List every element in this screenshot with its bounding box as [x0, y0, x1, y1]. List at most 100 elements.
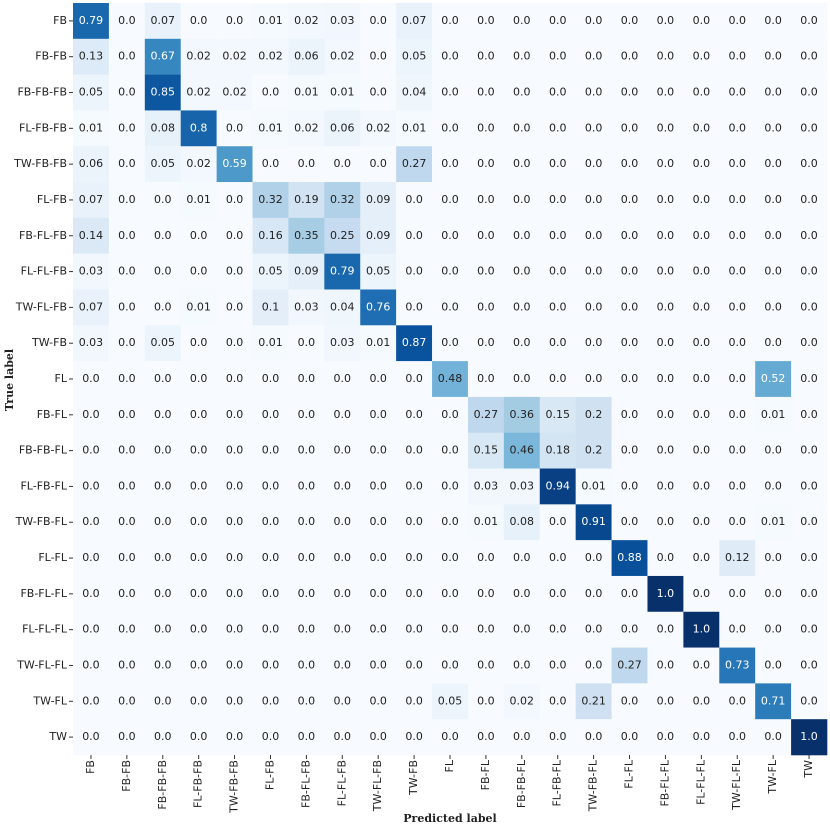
- cell-label: 0.0: [334, 157, 352, 170]
- cell: [539, 719, 576, 756]
- cell: [611, 468, 648, 505]
- cell: [539, 217, 576, 254]
- cell-label: 0.0: [657, 372, 675, 385]
- cell-label: 0.0: [728, 265, 746, 278]
- cell: [216, 146, 253, 183]
- cell: [755, 432, 792, 469]
- cell: [503, 74, 541, 111]
- cell-label: 0.0: [693, 14, 711, 27]
- cell-label: 0.36: [510, 408, 535, 421]
- cell-label: 0.0: [262, 86, 280, 99]
- cell: [288, 504, 325, 541]
- cell-label: 0.0: [513, 300, 531, 313]
- cell: [73, 325, 110, 362]
- cell-label: 0.0: [621, 623, 639, 636]
- cell-label: 0.0: [441, 658, 459, 671]
- cell: [719, 611, 756, 648]
- cell: [575, 361, 612, 398]
- cell: [755, 253, 792, 290]
- cell: [108, 575, 146, 613]
- x-tick-label: FB: [84, 760, 97, 774]
- cell: [108, 647, 146, 684]
- cell-label: 0.0: [441, 336, 459, 349]
- x-tick-label: TW-FL-FL: [730, 759, 743, 811]
- cell-label: 0.0: [298, 336, 316, 349]
- cell: [180, 396, 217, 434]
- cell-label: 0.0: [369, 408, 387, 421]
- cell: [324, 217, 361, 254]
- x-tick-label: FB-FB-FL: [515, 759, 528, 808]
- cell-label: 0.0: [800, 694, 818, 707]
- cell: [180, 146, 217, 183]
- cell-label: 0.0: [369, 551, 387, 564]
- cell-label: 0.0: [764, 86, 782, 99]
- cell: [575, 74, 612, 111]
- cell: [108, 38, 146, 75]
- cell: [252, 504, 289, 541]
- cell-label: 0.0: [226, 658, 244, 671]
- cell: [73, 647, 110, 684]
- cell-label: 0.0: [513, 372, 531, 385]
- cell-label: 0.0: [369, 86, 387, 99]
- cell-label: 0.0: [549, 193, 567, 206]
- cell: [396, 253, 433, 290]
- cell: [396, 396, 433, 434]
- cell-label: 0.0: [764, 121, 782, 134]
- cell-label: 0.0: [585, 14, 603, 27]
- cell-label: 0.0: [118, 658, 136, 671]
- cell: [216, 540, 253, 577]
- cell: [396, 647, 433, 684]
- cell: [252, 182, 289, 219]
- cell: [575, 396, 612, 434]
- cell: [683, 325, 720, 362]
- cell-label: 0.0: [657, 515, 675, 528]
- cell-label: 0.0: [226, 14, 244, 27]
- cell: [755, 647, 792, 684]
- cell: [108, 110, 146, 147]
- cell-label: 0.0: [477, 265, 495, 278]
- cell-label: 0.0: [728, 50, 746, 63]
- cell-label: 0.0: [82, 623, 100, 636]
- cell-label: 0.0: [657, 730, 675, 743]
- cell-label: 0.0: [118, 623, 136, 636]
- cell-label: 0.0: [657, 336, 675, 349]
- cell: [73, 182, 110, 219]
- cell: [467, 540, 505, 577]
- cell-label: 0.0: [154, 300, 172, 313]
- cell-label: 0.0: [549, 157, 567, 170]
- cell: [432, 575, 469, 613]
- cell: [73, 217, 110, 254]
- cell: [216, 683, 253, 720]
- cell: [467, 611, 505, 648]
- cell-label: 0.18: [545, 444, 570, 457]
- cell-label: 0.0: [621, 50, 639, 63]
- cell: [432, 719, 469, 756]
- cell: [611, 182, 648, 219]
- cell-label: 0.0: [621, 479, 639, 492]
- cell: [719, 540, 756, 577]
- cell: [360, 468, 397, 505]
- cell: [683, 253, 720, 290]
- cell: [647, 289, 684, 326]
- cell: [252, 253, 289, 290]
- cell-label: 0.05: [402, 50, 427, 63]
- cell-label: 0.02: [186, 157, 211, 170]
- cell-label: 0.0: [369, 515, 387, 528]
- cell-label: 0.0: [405, 408, 423, 421]
- cell-label: 0.0: [118, 14, 136, 27]
- cell: [503, 575, 541, 613]
- cell-label: 0.0: [477, 587, 495, 600]
- cell: [288, 110, 325, 147]
- cell-label: 0.0: [369, 479, 387, 492]
- cell-label: 0.0: [693, 157, 711, 170]
- cell: [144, 540, 182, 577]
- cell: [611, 540, 648, 577]
- cell-label: 0.52: [761, 372, 786, 385]
- cell-label: 0.13: [79, 50, 104, 63]
- cell-label: 0.0: [118, 229, 136, 242]
- cell: [611, 217, 648, 254]
- cell-label: 0.03: [330, 336, 355, 349]
- cell-label: 0.0: [118, 551, 136, 564]
- cell-label: 0.0: [441, 193, 459, 206]
